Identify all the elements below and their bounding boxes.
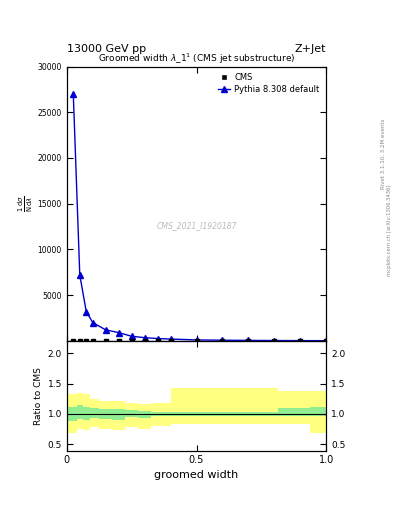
Text: Rivet 3.1.10, 3.2M events: Rivet 3.1.10, 3.2M events	[381, 118, 386, 189]
Legend: CMS, Pythia 8.308 default: CMS, Pythia 8.308 default	[215, 71, 322, 96]
Y-axis label: Ratio to CMS: Ratio to CMS	[35, 367, 43, 424]
Text: 13000 GeV pp: 13000 GeV pp	[67, 44, 146, 54]
Text: mcplots.cern.ch [arXiv:1306.3436]: mcplots.cern.ch [arXiv:1306.3436]	[387, 185, 391, 276]
X-axis label: groomed width: groomed width	[154, 470, 239, 480]
Y-axis label: $\frac{1}{\mathrm{N}}\frac{\mathrm{d}\sigma}{\mathrm{d}\lambda}$: $\frac{1}{\mathrm{N}}\frac{\mathrm{d}\si…	[17, 195, 35, 212]
Text: CMS_2021_I1920187: CMS_2021_I1920187	[156, 221, 237, 230]
Title: Groomed width $\lambda\_1^1$ (CMS jet substructure): Groomed width $\lambda\_1^1$ (CMS jet su…	[98, 52, 295, 67]
Text: Z+Jet: Z+Jet	[295, 44, 326, 54]
